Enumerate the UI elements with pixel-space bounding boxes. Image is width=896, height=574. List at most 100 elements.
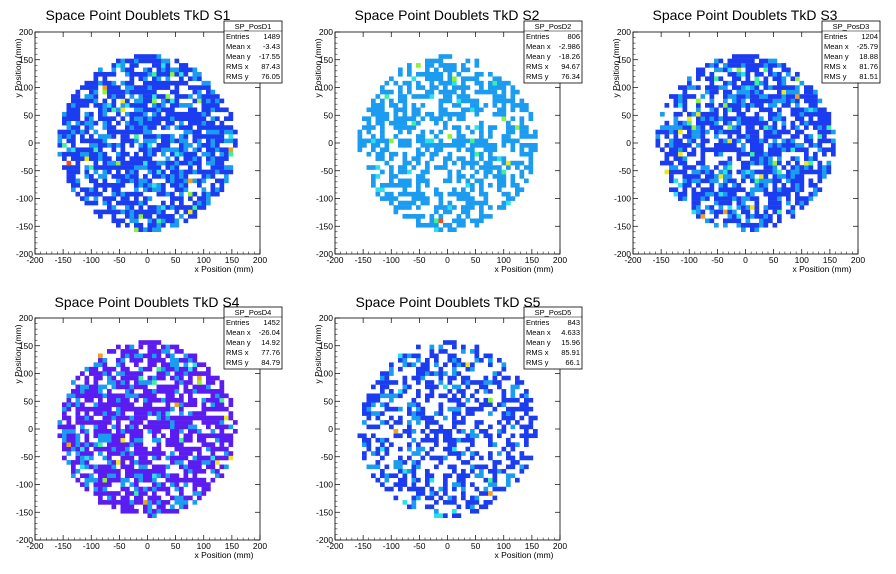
heatmap-cell [98, 477, 103, 483]
heatmap-cell [66, 415, 72, 421]
heatmap-cell [817, 129, 823, 135]
heatmap-cell [174, 482, 180, 487]
heatmap-cell [781, 174, 787, 179]
heatmap-cell [456, 357, 462, 363]
heatmap-cell [470, 143, 475, 148]
heatmap-cell [147, 125, 153, 130]
heatmap-cell [102, 464, 108, 470]
heatmap-cell [781, 103, 787, 108]
heatmap-cell [210, 107, 216, 113]
heatmap-cell [161, 389, 166, 394]
heatmap-cell [219, 393, 225, 399]
heatmap-cell [116, 129, 121, 135]
stats-value: -17.55 [259, 52, 280, 61]
heatmap-cell [705, 111, 710, 117]
heatmap-cell [98, 429, 103, 434]
heatmap-cell [98, 111, 103, 117]
heatmap-cell [201, 169, 207, 175]
heatmap-cell [384, 420, 390, 425]
heatmap-cell [461, 107, 466, 113]
heatmap-cell [429, 344, 435, 350]
heatmap-cell [93, 371, 99, 376]
heatmap-cell [179, 446, 184, 452]
heatmap-cell [407, 191, 412, 197]
heatmap-cell [389, 120, 394, 126]
heatmap-cell [161, 214, 166, 219]
heatmap-cell [804, 169, 809, 175]
heatmap-cell [192, 482, 198, 487]
heatmap-cell [80, 129, 85, 135]
x-tick-label: 200 [851, 255, 865, 265]
heatmap-cell [461, 460, 466, 465]
heatmap-cell [188, 380, 193, 385]
heatmap-cell [429, 214, 435, 219]
heatmap-cell [718, 187, 724, 193]
heatmap-cell [443, 429, 448, 434]
heatmap-cell [407, 200, 412, 206]
heatmap-cell [497, 468, 502, 474]
heatmap-cell [384, 182, 390, 188]
heatmap-cell [759, 160, 764, 166]
heatmap-cell [219, 455, 225, 461]
heatmap-cell [696, 120, 701, 126]
heatmap-cell [66, 451, 72, 456]
heatmap-cell [483, 147, 489, 153]
heatmap-cell [745, 85, 751, 90]
heatmap-cell [197, 468, 202, 474]
heatmap-cell [691, 187, 697, 193]
heatmap-cell [362, 125, 367, 130]
heatmap-cell [107, 366, 112, 372]
heatmap-cell [147, 129, 153, 135]
heatmap-cell [416, 446, 421, 452]
heatmap-cell [75, 411, 81, 416]
heatmap-cell [790, 147, 796, 153]
heatmap-cell [102, 473, 108, 479]
heatmap-cell [165, 76, 171, 82]
heatmap-cell [732, 116, 737, 121]
heatmap-cell [402, 429, 408, 434]
heatmap-cell [170, 218, 175, 224]
heatmap-cell [192, 473, 198, 479]
heatmap-cell [456, 218, 462, 224]
heatmap-cell [488, 362, 493, 368]
heatmap-cell [125, 402, 130, 407]
heatmap-cell [179, 116, 184, 121]
heatmap-cell [416, 138, 421, 144]
heatmap-cell [147, 147, 153, 153]
heatmap-cell [62, 156, 67, 161]
heatmap-cell [71, 473, 76, 479]
heatmap-cell [393, 460, 399, 465]
heatmap-cell [741, 222, 746, 228]
heatmap-cell [452, 218, 457, 224]
heatmap-cell [425, 58, 430, 64]
heatmap-cell [488, 433, 493, 439]
heatmap-cell [488, 134, 493, 139]
heatmap-cell [102, 482, 108, 487]
heatmap-cell [156, 147, 162, 153]
heatmap-cell [750, 227, 755, 232]
heatmap-cell [138, 420, 144, 425]
heatmap-cell [161, 107, 166, 113]
heatmap-cell [524, 397, 529, 403]
heatmap-cell [183, 353, 189, 359]
heatmap-cell [66, 437, 72, 443]
heatmap-cell [470, 380, 475, 385]
heatmap-cell [161, 486, 166, 492]
heatmap-cell [407, 433, 412, 439]
heatmap-cell [371, 178, 376, 184]
heatmap-cell [732, 218, 737, 224]
heatmap-cell [125, 477, 130, 483]
heatmap-cell [416, 477, 421, 483]
heatmap-cell [398, 71, 403, 77]
heatmap-cell [170, 415, 175, 421]
heatmap-cell [116, 344, 121, 350]
heatmap-cell [754, 138, 760, 144]
heatmap-cell [389, 424, 394, 430]
stats-box-name: SP_PosD4 [235, 308, 272, 317]
heatmap-cell [179, 393, 184, 399]
heatmap-cell [777, 160, 782, 166]
heatmap-cell [420, 214, 426, 219]
heatmap-cell [447, 191, 453, 197]
heatmap-cell [152, 393, 157, 399]
heatmap-cell [790, 156, 796, 161]
